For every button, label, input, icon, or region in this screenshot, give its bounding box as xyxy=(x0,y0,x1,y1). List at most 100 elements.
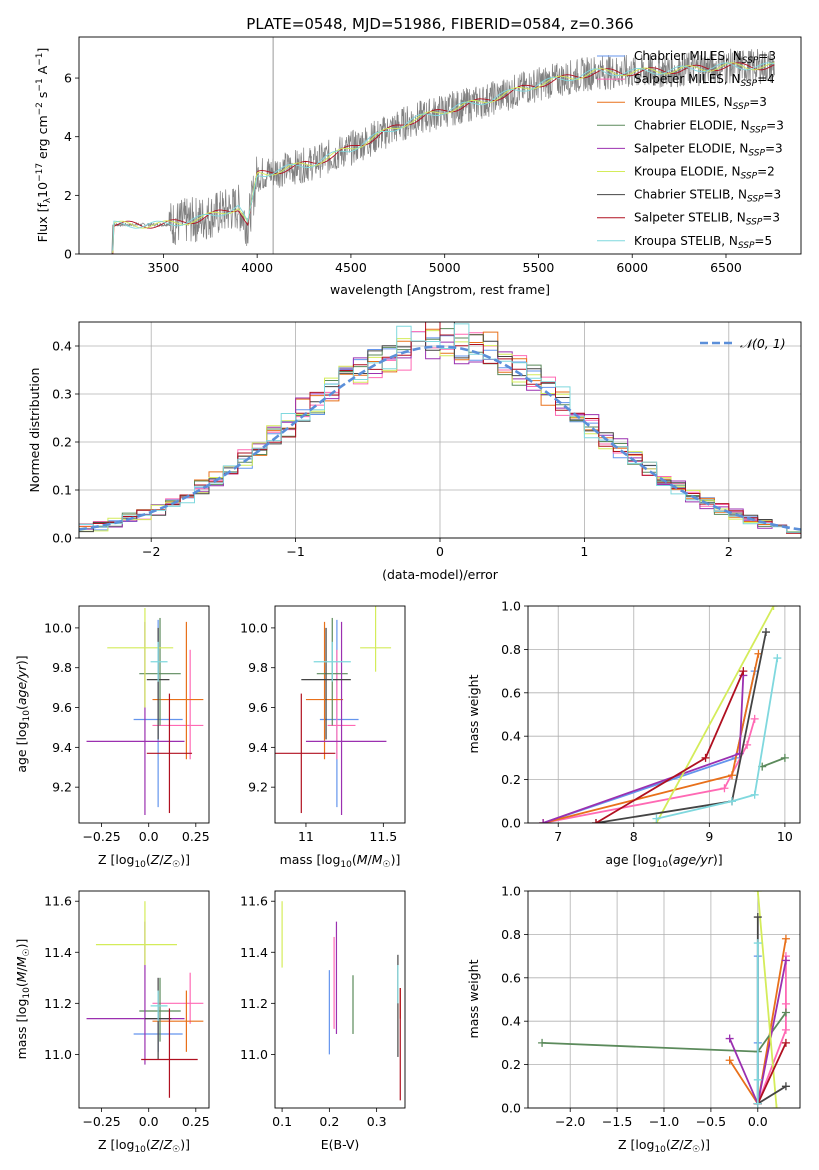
y-tick-label: 0.4 xyxy=(501,1014,521,1029)
y-tick-label: 0.2 xyxy=(501,1057,521,1072)
y-tick-label: 1.0 xyxy=(501,884,521,899)
x-axis-label: age [log10(age/yr)] xyxy=(605,852,722,870)
x-axis-label: Z [log10(Z/Z☉)] xyxy=(98,852,190,870)
y-tick-label: 10.0 xyxy=(240,620,268,635)
y-tick-label: 11.2 xyxy=(240,996,268,1011)
x-tick-label: 3500 xyxy=(147,260,179,275)
y-axis-label: mass weight xyxy=(466,674,481,753)
x-tick-label: 6500 xyxy=(710,260,742,275)
legend-label-kroupa_stelib: Kroupa STELIB, NSSP=5 xyxy=(634,234,772,251)
y-tick-label: 9.8 xyxy=(52,660,72,675)
weight-marker-salpeter_miles xyxy=(750,714,759,723)
weight-marker-kroupa_elodie xyxy=(769,606,778,610)
y-tick-label: 0.4 xyxy=(52,339,72,354)
spectrum-edge xyxy=(111,224,114,254)
x-tick-label: 5500 xyxy=(523,260,555,275)
weight-line-kroupa_stelib xyxy=(656,657,779,820)
y-tick-label: 9.4 xyxy=(52,740,72,755)
weight-marker-kroupa_stelib xyxy=(753,1075,762,1084)
plot-area xyxy=(275,606,392,816)
x-tick-label: 2 xyxy=(725,544,733,559)
y-tick-label: 0.8 xyxy=(501,927,521,942)
axes-frame xyxy=(527,605,801,824)
x-tick-label: 11.5 xyxy=(369,829,397,844)
y-tick-label: 0.1 xyxy=(52,483,72,498)
axes-frame xyxy=(78,36,802,255)
axes-frame xyxy=(78,321,802,539)
weight-marker-kroupa_stelib xyxy=(753,939,762,948)
y-tick-label: 2 xyxy=(64,188,72,203)
weight-marker-kroupa_miles xyxy=(781,934,790,943)
y-tick-label: 0.2 xyxy=(52,435,72,450)
weight-marker-kroupa_stelib xyxy=(728,797,736,806)
y-tick-label: 0.0 xyxy=(501,1101,521,1116)
x-axis-label: Z [log10(Z/Z☉)] xyxy=(618,1137,710,1155)
weight-marker-chabrier_elodie xyxy=(781,1008,790,1017)
y-tick-label: 0.8 xyxy=(501,642,521,657)
model-line-salpeter_stelib xyxy=(112,62,775,254)
weight-marker-salpeter_elodie xyxy=(781,956,790,965)
plot-area xyxy=(86,901,204,1098)
x-tick-label: 0.25 xyxy=(182,829,210,844)
x-tick-label: 4000 xyxy=(241,260,273,275)
y-tick-label: 6 xyxy=(64,71,72,86)
y-tick-label: 0.2 xyxy=(501,772,521,787)
y-tick-label: 0.0 xyxy=(501,816,521,831)
weight-marker-salpeter_miles xyxy=(743,740,752,749)
weight-marker-kroupa_miles xyxy=(728,771,736,780)
y-tick-label: 0.0 xyxy=(52,531,72,546)
y-tick-label: 0.6 xyxy=(501,685,521,700)
axes-frame xyxy=(78,605,210,824)
weight-marker-kroupa_stelib xyxy=(773,654,782,663)
weight-marker-salpeter_miles xyxy=(781,1025,790,1034)
y-axis-label: Flux [fλ10−17 erg cm−2 s−1 A−1] xyxy=(35,48,53,243)
weight-marker-kroupa_elodie xyxy=(772,1104,781,1108)
legend-label-chabrier_stelib: Chabrier STELIB, NSSP=3 xyxy=(634,188,781,205)
x-tick-label: −2.0 xyxy=(555,1114,585,1129)
x-axis-label: E(B-V) xyxy=(321,1137,360,1152)
x-tick-label: 0.25 xyxy=(182,1114,210,1129)
y-tick-label: 11.6 xyxy=(44,894,72,909)
weight-marker-salpeter_miles xyxy=(720,784,729,793)
weight-marker-chabrier_stelib xyxy=(753,913,762,922)
weight-marker-kroupa_stelib xyxy=(652,814,661,823)
y-tick-label: 11.0 xyxy=(240,1047,268,1062)
y-tick-label: 0.3 xyxy=(52,387,72,402)
x-tick-label: 4500 xyxy=(335,260,367,275)
weight-marker-salpeter_stelib xyxy=(781,1038,790,1047)
weight-marker-salpeter_elodie xyxy=(539,819,548,823)
x-axis-label: Z [log10(Z/Z☉)] xyxy=(98,1137,190,1155)
weight-marker-kroupa_elodie xyxy=(753,891,762,895)
y-axis-label: mass [log10(M/M☉)] xyxy=(14,939,32,1060)
x-tick-label: 1 xyxy=(580,544,588,559)
legend-label-kroupa_elodie: Kroupa ELODIE, NSSP=2 xyxy=(634,165,775,182)
model-line-kroupa_stelib xyxy=(112,62,775,251)
axes-frame xyxy=(274,605,406,824)
legend-label-chabrier_miles: Chabrier MILES, NSSP=3 xyxy=(634,49,776,66)
plot-area xyxy=(281,901,401,1101)
y-tick-label: 9.6 xyxy=(52,700,72,715)
weight-marker-kroupa_miles xyxy=(725,1056,734,1065)
x-tick-label: 7 xyxy=(554,829,562,844)
axes-mass-vs-Z: −0.25 0.0 0.25 11.0 11.2 11.4 11.6 Z [log10(Z/Z… xyxy=(14,890,210,1155)
weight-line-chabrier_elodie xyxy=(761,757,786,768)
spectrum-legend: Chabrier MILES, NSSP=3 Salpeter MILES, NS… xyxy=(597,49,784,251)
x-tick-label: 10 xyxy=(777,829,793,844)
weight-marker-salpeter_miles xyxy=(781,999,790,1008)
axes-age-vs-Z: −0.25 0.0 0.25 9.2 9.4 9.6 9.8 10.0 Z [log10(Z/Z… xyxy=(14,605,210,870)
x-tick-label: −2 xyxy=(142,544,160,559)
model-line-kroupa_elodie xyxy=(112,62,775,253)
x-tick-label: 0.0 xyxy=(748,1114,768,1129)
weight-marker-salpeter_stelib xyxy=(701,753,710,762)
y-tick-label: 0 xyxy=(64,247,72,262)
axes-residuals: −2 −1 0 1 2 0.0 0.1 0.2 0.3 0.4 𝒩(0, 1) (data-model… xyxy=(27,321,802,582)
y-tick-label: 11.4 xyxy=(44,945,72,960)
axes-frame xyxy=(527,890,801,1109)
legend-label-chabrier_elodie: Chabrier ELODIE, NSSP=3 xyxy=(634,118,784,135)
weight-marker-chabrier_elodie xyxy=(538,1038,547,1047)
x-tick-label: −0.25 xyxy=(82,1114,120,1129)
y-axis-label: age [log10(age/yr)] xyxy=(14,655,32,772)
axes-spectrum: 3500 4000 4500 5000 5500 6000 6500 0 2 4 6 Chabrier… xyxy=(35,36,802,297)
y-tick-label: 1.0 xyxy=(501,599,521,614)
x-tick-label: −0.25 xyxy=(82,829,120,844)
